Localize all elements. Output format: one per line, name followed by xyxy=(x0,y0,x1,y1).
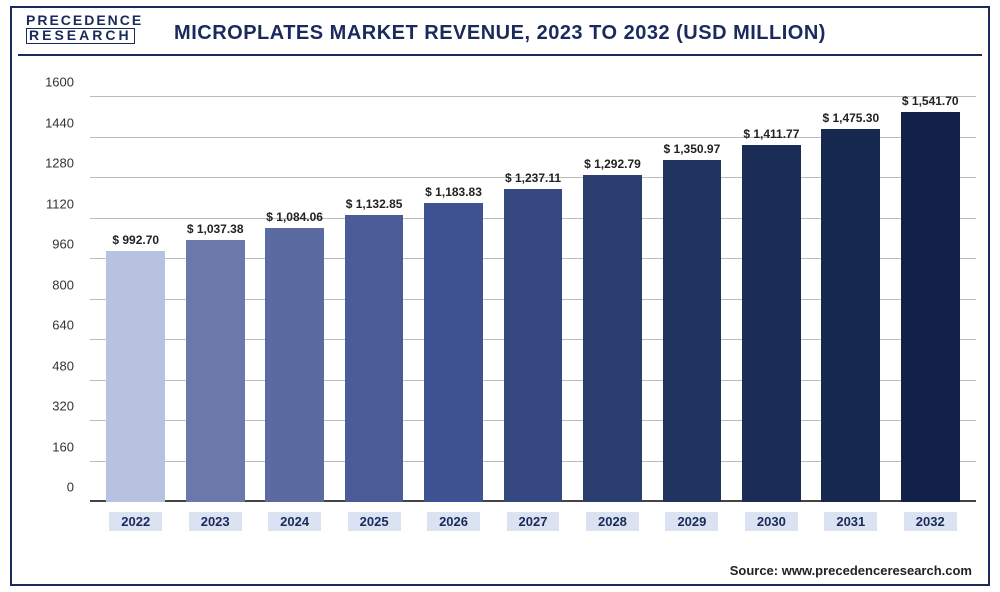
bar xyxy=(742,145,801,502)
x-tick-label: 2023 xyxy=(175,508,254,532)
y-tick-label: 1440 xyxy=(24,115,74,130)
y-tick-label: 0 xyxy=(24,480,74,495)
bar xyxy=(583,175,642,502)
bar-value-label: $ 1,037.38 xyxy=(187,222,244,236)
bar xyxy=(186,240,245,502)
x-tick-label: 2024 xyxy=(255,508,334,532)
x-tick-label: 2022 xyxy=(96,508,175,532)
bar-group: $ 1,183.83 xyxy=(414,72,493,502)
bar-value-label: $ 1,350.97 xyxy=(664,142,721,156)
bar-value-label: $ 1,541.70 xyxy=(902,94,959,108)
bar-group: $ 992.70 xyxy=(96,72,175,502)
x-tick-label: 2029 xyxy=(652,508,731,532)
y-tick-label: 1120 xyxy=(24,196,74,211)
y-tick-label: 160 xyxy=(24,439,74,454)
bar-group: $ 1,037.38 xyxy=(175,72,254,502)
bar-value-label: $ 992.70 xyxy=(112,233,159,247)
x-tick-label: 2027 xyxy=(493,508,572,532)
bar xyxy=(504,189,563,502)
x-tick-label: 2032 xyxy=(891,508,970,532)
x-tick-label: 2026 xyxy=(414,508,493,532)
bar-value-label: $ 1,183.83 xyxy=(425,185,482,199)
bar-group: $ 1,292.79 xyxy=(573,72,652,502)
bars-container: $ 992.70 $ 1,037.38 $ 1,084.06 $ 1,132.85 $ … xyxy=(90,72,976,502)
y-tick-label: 1280 xyxy=(24,156,74,171)
bar-group: $ 1,350.97 xyxy=(652,72,731,502)
source-text: Source: www.precedenceresearch.com xyxy=(730,563,972,578)
y-axis-labels: 0 160 320 480 640 800 960 1120 1280 1440 1600 xyxy=(22,72,82,502)
bar xyxy=(106,251,165,502)
bar-group: $ 1,475.30 xyxy=(811,72,890,502)
bar-value-label: $ 1,292.79 xyxy=(584,157,641,171)
y-tick-label: 1600 xyxy=(24,75,74,90)
bar xyxy=(901,112,960,502)
bar-group: $ 1,411.77 xyxy=(732,72,811,502)
title-underline xyxy=(18,54,982,56)
bar-group: $ 1,132.85 xyxy=(334,72,413,502)
x-tick-label: 2031 xyxy=(811,508,890,532)
bar-group: $ 1,084.06 xyxy=(255,72,334,502)
plot-area: 01603204806408009601120128014401600 $ 99… xyxy=(60,72,976,532)
bar-value-label: $ 1,237.11 xyxy=(505,171,561,185)
bar-value-label: $ 1,411.77 xyxy=(743,127,799,141)
bar xyxy=(821,129,880,502)
x-axis-labels: 2022202320242025202620272028202920302031… xyxy=(90,508,976,532)
x-tick-label: 2030 xyxy=(732,508,811,532)
bar-value-label: $ 1,475.30 xyxy=(822,111,879,125)
y-tick-label: 960 xyxy=(24,237,74,252)
y-tick-label: 480 xyxy=(24,358,74,373)
chart-title: MICROPLATES MARKET REVENUE, 2023 TO 2032… xyxy=(0,22,1000,45)
bar xyxy=(663,160,722,502)
bar xyxy=(265,228,324,502)
bar-group: $ 1,541.70 xyxy=(891,72,970,502)
y-tick-label: 800 xyxy=(24,277,74,292)
y-tick-label: 640 xyxy=(24,318,74,333)
x-tick-label: 2028 xyxy=(573,508,652,532)
y-tick-label: 320 xyxy=(24,399,74,414)
bar-group: $ 1,237.11 xyxy=(493,72,572,502)
x-tick-label: 2025 xyxy=(334,508,413,532)
bar-value-label: $ 1,132.85 xyxy=(346,197,403,211)
bar xyxy=(345,215,404,502)
bar-value-label: $ 1,084.06 xyxy=(266,210,323,224)
bar xyxy=(424,203,483,502)
